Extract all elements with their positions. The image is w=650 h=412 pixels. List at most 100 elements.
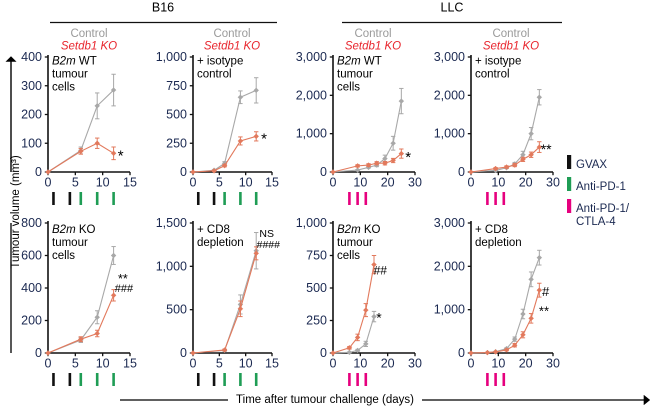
svg-text:600: 600 [21,249,42,263]
svg-text:Control: Control [70,28,107,40]
svg-text:15: 15 [265,176,279,190]
svg-text:LLC: LLC [441,1,464,15]
svg-text:Tumour volume (mm³): Tumour volume (mm³) [10,155,22,268]
svg-text:200: 200 [21,108,42,122]
svg-text:750: 750 [306,249,327,263]
svg-text:3,000: 3,000 [434,216,465,230]
svg-text:0: 0 [180,165,187,179]
svg-text:Time after tumour challenge (d: Time after tumour challenge (days) [236,394,414,406]
svg-text:30: 30 [546,176,560,190]
svg-text:Setdb1 KO: Setdb1 KO [204,41,260,53]
svg-text:0: 0 [330,176,337,190]
svg-text:1,000: 1,000 [296,216,327,230]
svg-text:5: 5 [72,176,79,190]
svg-text:0: 0 [320,165,327,179]
svg-text:depletion: depletion [475,237,522,249]
svg-text:250: 250 [166,136,187,150]
svg-text:15: 15 [123,357,137,371]
svg-text:0: 0 [180,346,187,360]
svg-text:depletion: depletion [197,237,244,249]
svg-text:15: 15 [123,176,137,190]
svg-text:Setdb1 KO: Setdb1 KO [345,41,401,53]
svg-text:3,000: 3,000 [434,50,465,64]
svg-text:*: * [261,130,267,147]
svg-text:+ isotype: + isotype [475,56,521,68]
svg-text:10: 10 [353,176,367,190]
svg-text:0: 0 [468,357,475,371]
svg-text:Control: Control [354,28,391,40]
svg-text:1,000: 1,000 [156,50,187,64]
svg-text:+ CD8: + CD8 [475,224,508,236]
svg-text:tumour: tumour [337,237,373,249]
svg-text:20: 20 [381,176,395,190]
svg-text:control: control [197,69,232,81]
svg-text:0: 0 [190,176,197,190]
svg-text:B16: B16 [152,1,174,15]
svg-text:*: * [376,310,382,326]
svg-text:**: ** [539,304,549,319]
svg-text:cells: cells [52,82,75,94]
svg-text:Setdb1 KO: Setdb1 KO [61,41,117,53]
svg-text:###: ### [115,283,134,295]
svg-text:Anti-PD-1: Anti-PD-1 [576,181,626,193]
svg-text:Anti-PD-1/: Anti-PD-1/ [576,203,630,215]
svg-text:**: ** [541,141,552,157]
svg-text:0: 0 [320,346,327,360]
svg-text:####: #### [257,239,281,251]
svg-text:B2m KO: B2m KO [52,224,96,236]
svg-text:+ CD8: + CD8 [197,224,230,236]
svg-text:##: ## [374,264,388,278]
svg-text:Setdb1 KO: Setdb1 KO [483,41,539,53]
svg-text:1,000: 1,000 [296,127,327,141]
svg-text:10: 10 [239,357,253,371]
svg-text:B2m WT: B2m WT [337,56,382,68]
svg-text:tumour: tumour [52,237,88,249]
svg-text:400: 400 [21,281,42,295]
svg-text:100: 100 [21,136,42,150]
svg-text:500: 500 [306,281,327,295]
svg-text:20: 20 [519,357,533,371]
svg-text:cells: cells [337,250,360,262]
svg-text:5: 5 [216,357,223,371]
svg-text:0: 0 [35,165,42,179]
svg-text:500: 500 [166,108,187,122]
svg-text:30: 30 [546,357,560,371]
svg-text:*: * [405,149,411,166]
svg-text:5: 5 [72,357,79,371]
svg-text:CTLA-4: CTLA-4 [576,216,616,228]
svg-text:10: 10 [353,357,367,371]
svg-text:1,000: 1,000 [434,303,465,317]
svg-text:GVAX: GVAX [576,159,607,171]
svg-text:B2m WT: B2m WT [52,56,97,68]
svg-text:15: 15 [265,357,279,371]
svg-text:2,000: 2,000 [434,259,465,273]
svg-text:3,000: 3,000 [296,50,327,64]
svg-text:1,000: 1,000 [156,259,187,273]
svg-text:0: 0 [458,346,465,360]
svg-text:10: 10 [239,176,253,190]
svg-text:5: 5 [216,176,223,190]
svg-text:control: control [475,69,510,81]
svg-text:2,000: 2,000 [434,88,465,102]
svg-text:10: 10 [96,176,110,190]
svg-text:800: 800 [21,216,42,230]
svg-text:cells: cells [52,250,75,262]
svg-text:1,000: 1,000 [434,127,465,141]
svg-text:tumour: tumour [52,69,88,81]
svg-text:*: * [118,148,124,165]
svg-text:NS: NS [259,228,274,240]
svg-text:250: 250 [306,314,327,328]
svg-text:0: 0 [45,357,52,371]
svg-text:2,000: 2,000 [296,88,327,102]
svg-text:750: 750 [166,79,187,93]
svg-text:Control: Control [492,28,529,40]
svg-text:0: 0 [468,176,475,190]
svg-text:B2m KO: B2m KO [337,224,381,236]
svg-text:0: 0 [45,176,52,190]
svg-text:0: 0 [458,165,465,179]
svg-text:10: 10 [491,357,505,371]
svg-text:Control: Control [213,28,250,40]
svg-text:+ isotype: + isotype [197,56,243,68]
svg-text:0: 0 [330,357,337,371]
svg-text:30: 30 [408,176,422,190]
